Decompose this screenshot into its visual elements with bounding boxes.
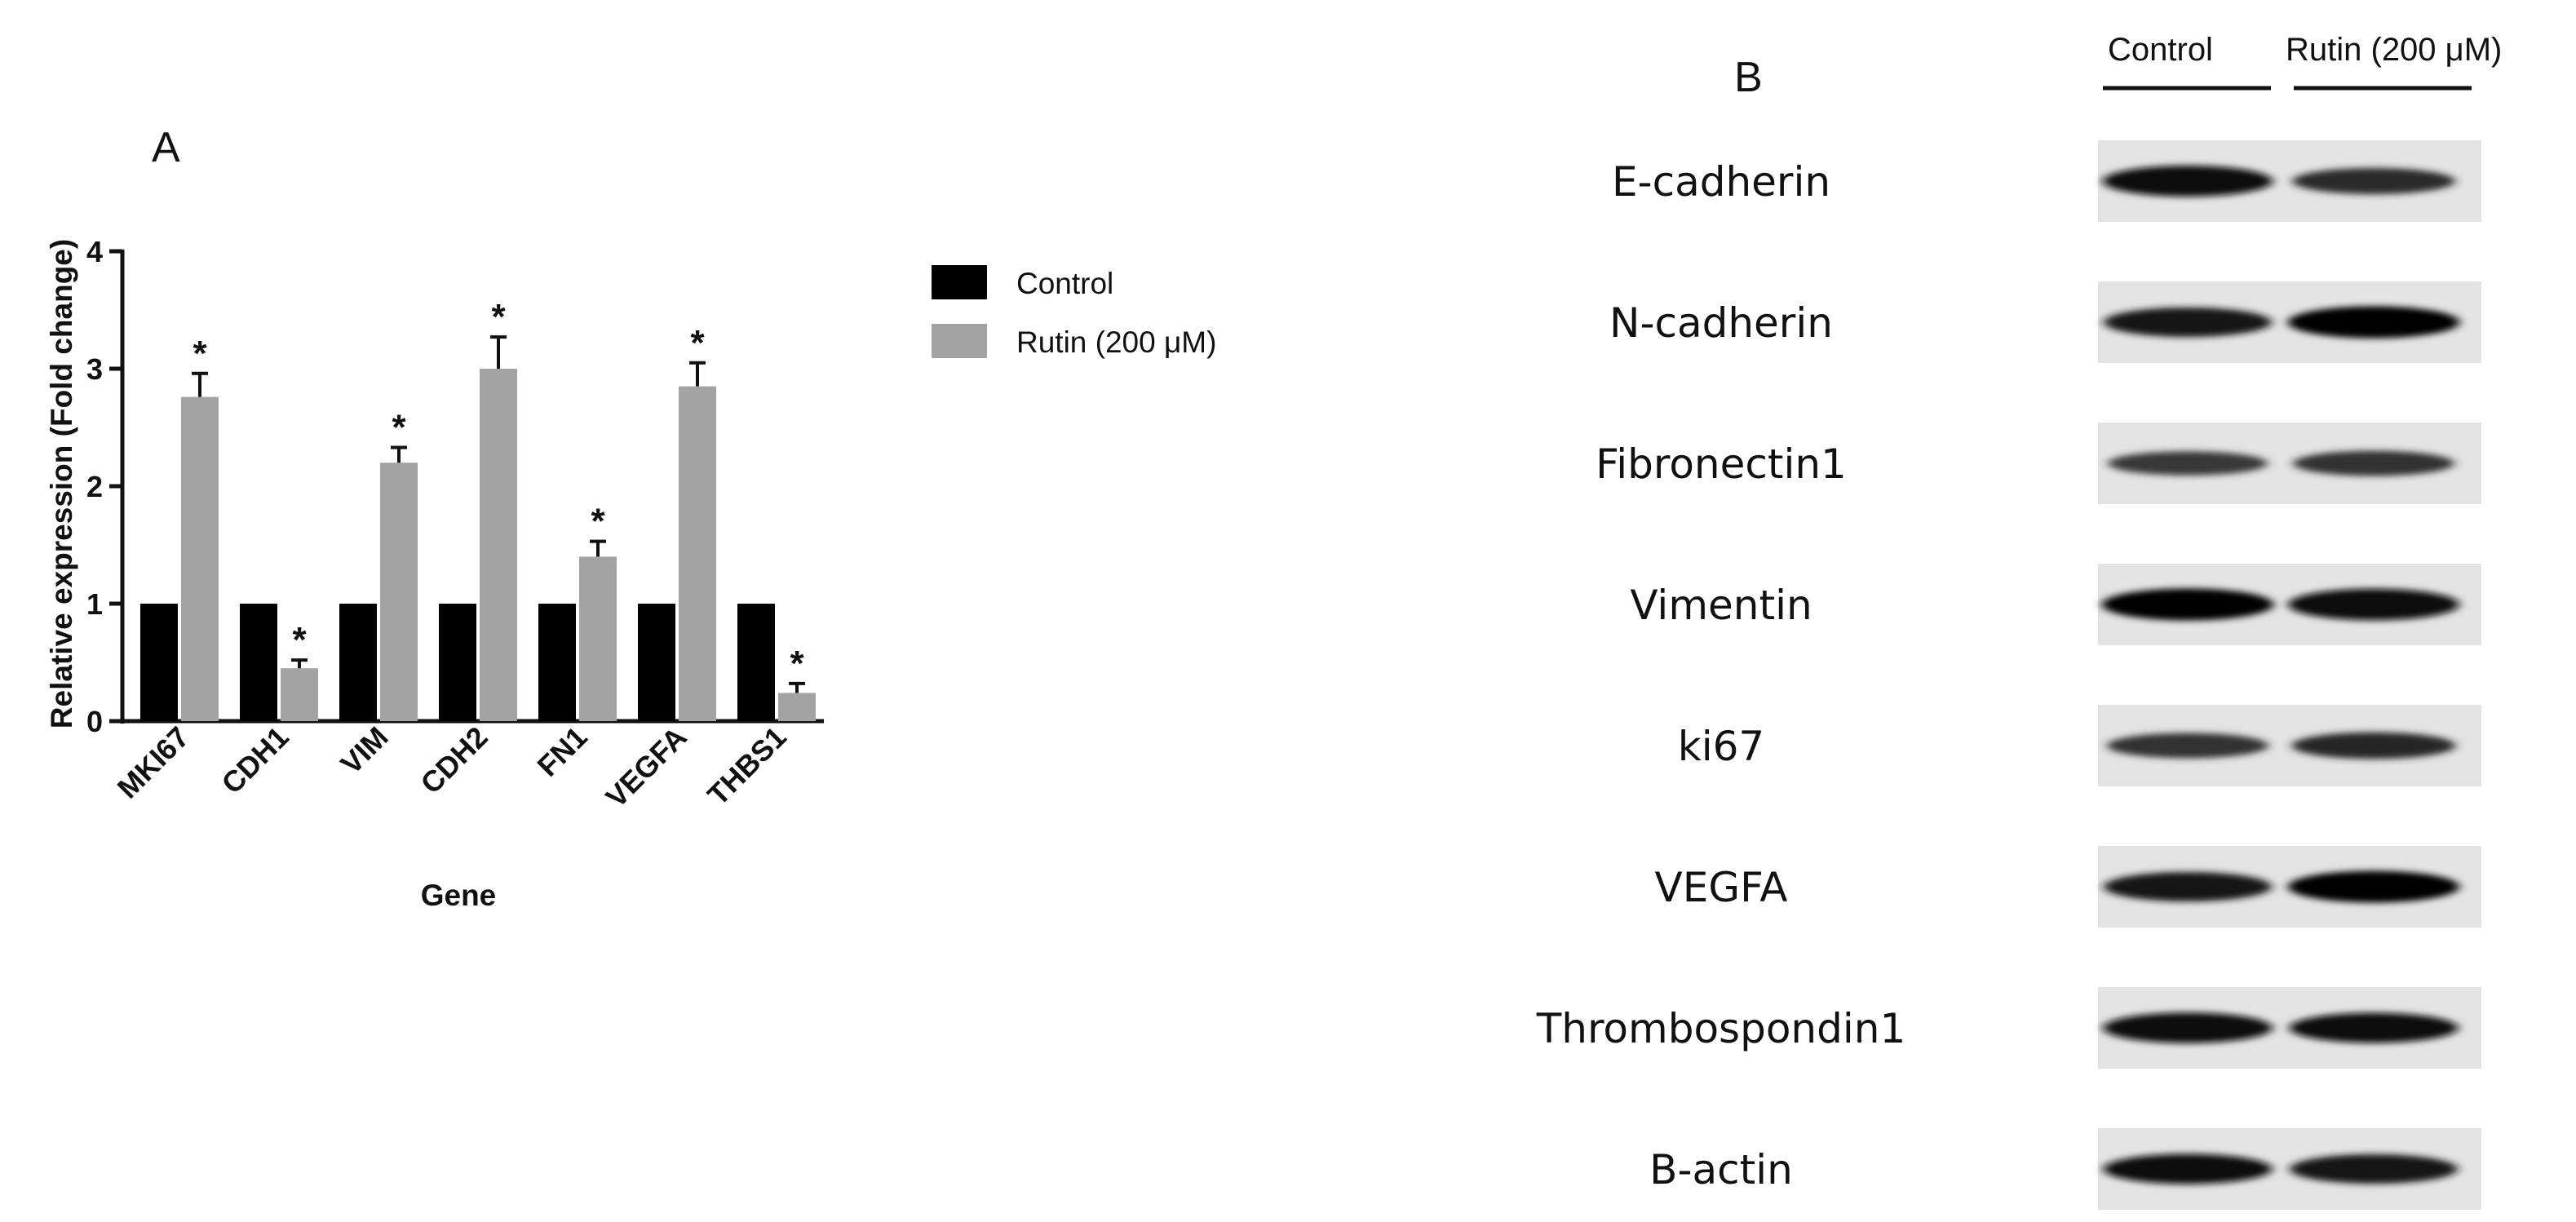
band-control [2107, 733, 2268, 759]
band-rutin [2290, 1153, 2458, 1184]
band-rutin [2291, 732, 2456, 759]
protein-label: Thrombospondin1 [1536, 1005, 1906, 1052]
bar-control-vegfa [638, 604, 675, 721]
x-tick-labels: MKI67 CDH1 VIM CDH2 FN1 VEGFA THBS1 [111, 720, 793, 814]
significance-star: * [193, 334, 207, 374]
protein-label: Vimentin [1630, 582, 1812, 629]
y-tick-label: 2 [86, 470, 103, 503]
bar-control-fn1 [538, 604, 576, 721]
band-rutin [2293, 450, 2454, 476]
panel-a-letter: A [152, 124, 180, 171]
band-control [2101, 588, 2274, 621]
band-control [2104, 307, 2272, 338]
panel-b: B Control Rutin (200 μM) E-cadherin N-cad… [1536, 32, 2502, 1210]
band-control [2103, 1153, 2273, 1184]
band-rutin [2288, 588, 2459, 621]
band-rutin [2292, 167, 2455, 195]
protein-label: ki67 [1678, 723, 1764, 770]
x-tick-label-vim: VIM [334, 720, 394, 781]
bar-control-cdh1 [240, 604, 277, 721]
x-axis-title: Gene [421, 879, 497, 912]
bar-control-vim [339, 604, 377, 721]
legend-label-control: Control [1016, 267, 1113, 300]
lane-label-control: Control [2108, 32, 2213, 68]
protein-label: E-cadherin [1612, 158, 1830, 206]
significance-star: * [690, 323, 705, 363]
band-rutin [2287, 870, 2460, 903]
bar-rutin-mki67 [181, 396, 219, 721]
blot-labels: E-cadherin N-cadherin Fibronectin1 Vimentin… [1536, 158, 1906, 1193]
x-tick-label-fn1: FN1 [531, 720, 594, 783]
x-tick-label-cdh1: CDH1 [215, 720, 294, 800]
bar-rutin-vim [380, 463, 418, 721]
y-tick-label: 4 [86, 235, 103, 268]
protein-label: N-cadherin [1609, 299, 1833, 347]
bar-rutin-vegfa [679, 386, 716, 721]
protein-label: Fibronectin1 [1596, 441, 1847, 488]
bar-rutin-cdh2 [480, 369, 517, 721]
bar-control-mki67 [140, 604, 178, 721]
bar-control-cdh2 [439, 604, 476, 721]
bar-control-thbs1 [737, 604, 775, 721]
protein-label: VEGFA [1655, 864, 1788, 911]
lane-label-rutin: Rutin (200 μM) [2286, 32, 2502, 68]
bars: * * * * * * * [140, 297, 816, 721]
band-control [2104, 871, 2272, 902]
band-control [2108, 451, 2268, 476]
x-tick-label-cdh2: CDH2 [414, 720, 494, 800]
legend-swatch-control [932, 265, 987, 299]
x-tick-label-vegfa: VEGFA [599, 720, 693, 814]
panel-b-letter: B [1734, 54, 1763, 101]
significance-star: * [790, 644, 804, 684]
bar-rutin-thbs1 [778, 693, 816, 721]
blots [2098, 140, 2481, 1210]
band-rutin [2289, 1012, 2459, 1043]
y-tick-label: 1 [86, 587, 103, 621]
panel-a: A Relative expression (Fold change) Gene… [45, 124, 824, 912]
band-control [2102, 166, 2273, 197]
bar-rutin-cdh1 [281, 668, 318, 721]
band-rutin [2287, 306, 2460, 339]
band-control [2103, 1012, 2273, 1043]
protein-label: B-actin [1649, 1146, 1793, 1193]
legend-label-rutin: Rutin (200 μM) [1016, 325, 1216, 359]
legend-swatch-rutin [932, 324, 987, 358]
significance-star: * [591, 502, 605, 542]
y-tick-label: 0 [86, 705, 103, 738]
significance-star: * [392, 407, 406, 447]
significance-star: * [292, 620, 307, 660]
bar-rutin-fn1 [579, 556, 617, 721]
y-axis-title: Relative expression (Fold change) [45, 239, 78, 728]
legend: Control Rutin (200 μM) [932, 265, 1216, 359]
y-tick-label: 3 [86, 352, 103, 386]
significance-star: * [491, 297, 506, 337]
x-tick-label-thbs1: THBS1 [701, 720, 792, 812]
x-tick-label-mki67: MKI67 [111, 720, 196, 805]
